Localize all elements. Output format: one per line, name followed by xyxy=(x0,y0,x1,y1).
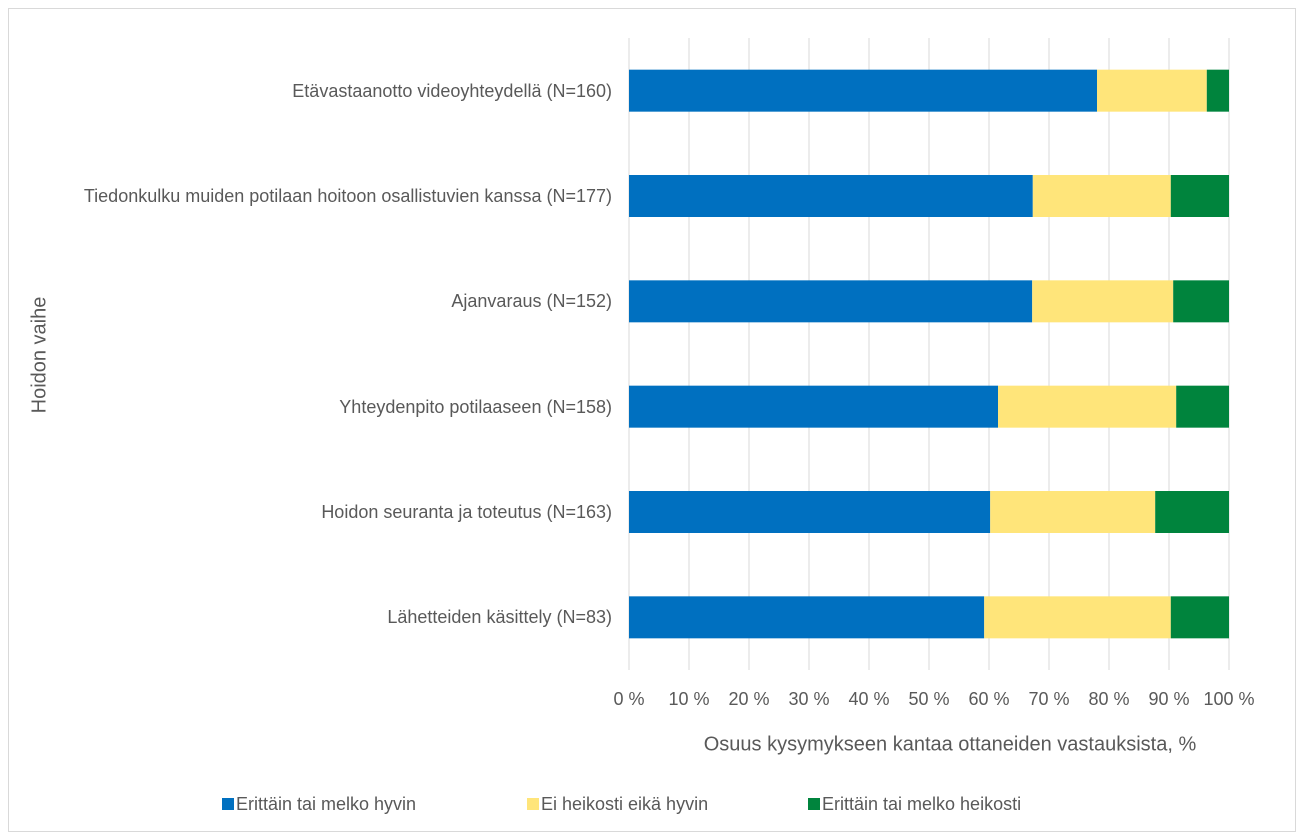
x-tick-label: 40 % xyxy=(848,689,889,709)
bar-segment xyxy=(629,280,1033,323)
x-tick-label: 10 % xyxy=(668,689,709,709)
legend-label: Ei heikosti eikä hyvin xyxy=(541,794,708,814)
x-axis-title: Osuus kysymykseen kantaa ottaneiden vast… xyxy=(704,733,1197,755)
y-tick-label: Yhteydenpito potilaaseen (N=158) xyxy=(339,396,612,417)
y-tick-label: Lähetteiden käsittely (N=83) xyxy=(387,607,612,628)
bar-segment xyxy=(1170,175,1229,217)
y-tick-label: Ajanvaraus (N=152) xyxy=(451,291,612,312)
legend-label: Erittäin tai melko heikosti xyxy=(822,794,1021,814)
bar-segment xyxy=(984,596,1171,639)
bar-segment xyxy=(998,385,1177,428)
legend-swatch xyxy=(222,798,234,810)
bar-segment xyxy=(629,69,1097,112)
bar-segment xyxy=(629,491,991,533)
y-tick-label: Etävastaanotto videoyhteydellä (N=160) xyxy=(292,80,612,101)
bar-segment xyxy=(1032,280,1174,323)
bar-segment xyxy=(1206,69,1229,112)
bar-segment xyxy=(1097,69,1207,112)
x-tick-label: 30 % xyxy=(788,689,829,709)
x-tick-label: 90 % xyxy=(1148,689,1189,709)
y-tick-label: Tiedonkulku muiden potilaan hoitoon osal… xyxy=(83,186,612,206)
x-tick-label: 0 % xyxy=(613,689,644,709)
x-tick-label: 60 % xyxy=(968,689,1009,709)
bar-segment xyxy=(629,385,998,428)
bar-segment xyxy=(1155,491,1229,533)
bar-segment xyxy=(1170,596,1229,639)
bar-segment xyxy=(629,175,1033,217)
x-tick-label: 50 % xyxy=(908,689,949,709)
x-tick-label: 100 % xyxy=(1203,689,1254,709)
legend-label: Erittäin tai melko hyvin xyxy=(236,794,416,814)
x-tick-label: 70 % xyxy=(1028,689,1069,709)
bar-segment xyxy=(990,491,1156,533)
legend-swatch xyxy=(808,798,820,810)
legend-swatch xyxy=(527,798,539,810)
y-axis-title: Hoidon vaihe xyxy=(28,297,50,414)
bar-segment xyxy=(1173,280,1229,323)
bar-segment xyxy=(1032,175,1171,217)
bar-segment xyxy=(1176,385,1229,428)
bar-segment xyxy=(629,596,985,639)
y-tick-label: Hoidon seuranta ja toteutus (N=163) xyxy=(321,502,612,522)
x-tick-label: 20 % xyxy=(728,689,769,709)
x-tick-label: 80 % xyxy=(1088,689,1129,709)
